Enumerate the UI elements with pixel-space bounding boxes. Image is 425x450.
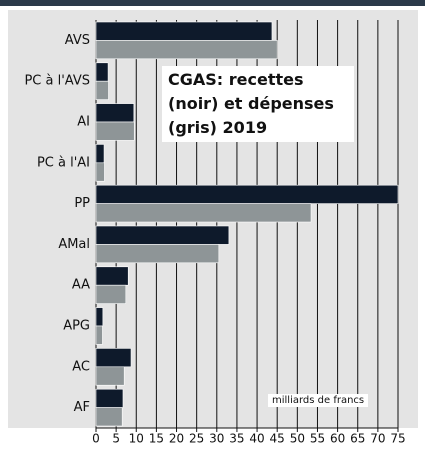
bar <box>95 21 273 41</box>
x-tick-label: 5 <box>112 432 120 446</box>
y-tick-label: PC à l'AI <box>37 155 90 170</box>
bar <box>95 162 105 182</box>
bar <box>95 266 129 286</box>
x-tick-label: 60 <box>330 432 345 446</box>
x-tick-label: 0 <box>92 432 100 446</box>
x-tick-label: 15 <box>149 432 164 446</box>
bar <box>95 325 103 345</box>
x-tick-label: 45 <box>270 432 285 446</box>
bar <box>95 348 132 368</box>
bar <box>95 62 109 82</box>
y-tick-label: AMal <box>58 237 90 252</box>
y-tick-label: AVS <box>65 33 90 48</box>
top-band <box>0 0 425 6</box>
bar <box>95 40 278 60</box>
x-tick-label: 25 <box>189 432 204 446</box>
x-tick-label: 75 <box>390 432 405 446</box>
bar <box>95 121 135 141</box>
bar <box>95 103 135 123</box>
y-tick-label: AF <box>74 400 90 415</box>
bar <box>95 80 109 100</box>
y-tick-label: PP <box>74 196 90 211</box>
bar <box>95 284 127 304</box>
x-tick-label: 35 <box>229 432 244 446</box>
x-tick-label: 70 <box>370 432 385 446</box>
y-tick-label: AA <box>72 278 90 293</box>
y-tick-label: AI <box>77 115 90 130</box>
x-tick-label: 20 <box>169 432 184 446</box>
x-tick-label: 30 <box>209 432 224 446</box>
x-tick-label: 40 <box>249 432 264 446</box>
unit-note: milliards de francs <box>268 394 369 407</box>
y-tick-label: PC à l'AVS <box>24 74 90 89</box>
y-tick-label: AC <box>72 359 90 374</box>
bar <box>95 407 123 427</box>
chart-title: CGAS: recettes (noir) et dépenses (gris)… <box>162 66 354 142</box>
x-tick-label: 50 <box>290 432 305 446</box>
bar <box>95 144 105 164</box>
bar <box>95 244 220 264</box>
bar <box>95 184 399 204</box>
bar <box>95 203 312 223</box>
bar <box>95 307 104 327</box>
bar <box>95 366 125 386</box>
x-tick-label: 55 <box>310 432 325 446</box>
bar <box>95 225 230 245</box>
x-tick-label: 65 <box>350 432 365 446</box>
x-tick-label: 10 <box>129 432 144 446</box>
bar <box>95 388 124 408</box>
y-tick-label: APG <box>63 319 90 334</box>
